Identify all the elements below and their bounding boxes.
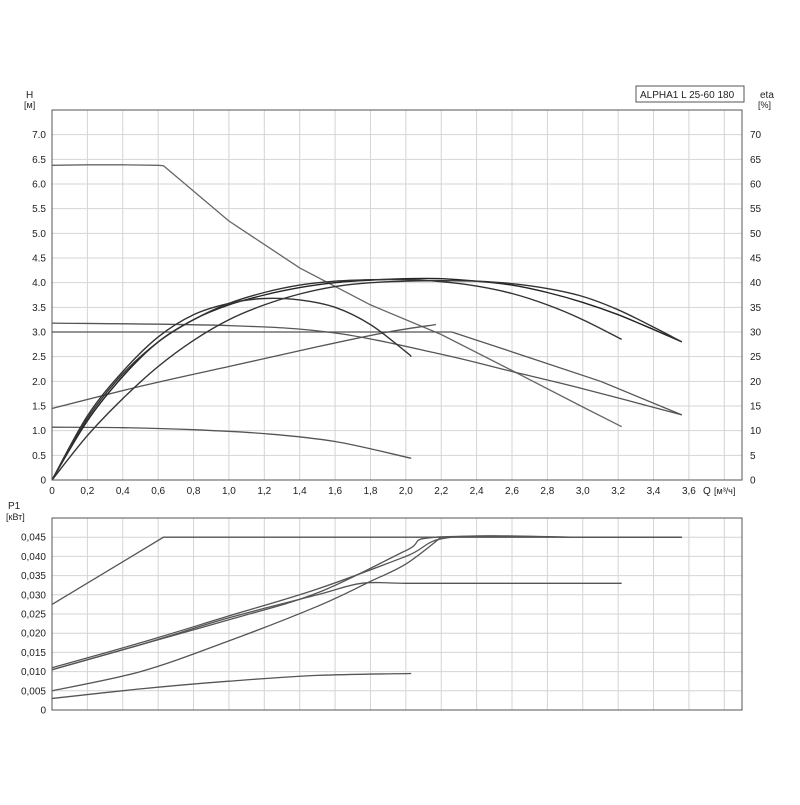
x-tick-label: 0,6: [151, 486, 165, 497]
power-tick-label: 0,045: [21, 533, 46, 544]
power-tick-label: 0,035: [21, 571, 46, 582]
x-tick-label: 0,4: [116, 486, 130, 497]
right-tick-label: 35: [750, 303, 762, 314]
y-tick-label: 5.0: [32, 229, 46, 240]
right-tick-label: 40: [750, 278, 762, 289]
top-plot-frame: [51, 109, 743, 481]
right-tick-label: 65: [750, 155, 762, 166]
right-tick-label: 10: [750, 426, 762, 437]
head-efficiency-panel: 0 0.5 1.0 1.5 2.0 2.5 3.0 3.5 4.0 4.5 5.0 5.5 6.0 6.5…: [24, 85, 774, 497]
y-tick-label: 0.5: [32, 451, 46, 462]
power-tick-label: 0: [40, 706, 46, 717]
y-tick-label: 0: [40, 476, 46, 487]
x-tick-labels: 0 0,2 0,4 0,6 0,8 1,0 1,2 1,4 1,6 1,8 2,0 2,2 2,4 2,6…: [49, 486, 696, 497]
x-tick-label: 1,6: [328, 486, 342, 497]
x-tick-label: 0,2: [80, 486, 94, 497]
x-tick-label: 3,2: [611, 486, 625, 497]
power-tick-label: 0,025: [21, 610, 46, 621]
x-axis-unit: [м³/ч]: [714, 486, 735, 496]
x-tick-label: 2,2: [434, 486, 448, 497]
x-tick-label: 1,0: [222, 486, 236, 497]
y-tick-label: 2.5: [32, 352, 46, 363]
right-tick-label: 45: [750, 254, 762, 265]
y-axis-label-left: H: [26, 90, 33, 101]
right-tick-label: 0: [750, 476, 756, 487]
y-axis-unit-right: [%]: [758, 100, 771, 110]
x-tick-label: 0,8: [187, 486, 201, 497]
top-series: [51, 164, 683, 481]
model-legend-text: ALPHA1 L 25-60 180: [640, 90, 735, 101]
power-tick-label: 0,005: [21, 686, 46, 697]
y-tick-label: 5.5: [32, 204, 46, 215]
head-curve-4: [51, 426, 412, 459]
x-tick-label: 2,6: [505, 486, 519, 497]
right-tick-label: 20: [750, 377, 762, 388]
bottom-grid: [52, 518, 742, 710]
power-tick-label: 0,040: [21, 552, 46, 563]
x-tick-label: 2,0: [399, 486, 413, 497]
y-axis-label-right: eta: [760, 90, 774, 101]
power-tick-label: 0,015: [21, 648, 46, 659]
y-tick-label: 2.0: [32, 377, 46, 388]
x-tick-label: 0: [49, 486, 55, 497]
head-curve-3: [51, 323, 436, 410]
efficiency-curve-7: [51, 297, 412, 481]
y-tick-label: 3.0: [32, 328, 46, 339]
bottom-y-tick-labels: 0 0,005 0,010 0,015 0,020 0,025 0,030 0,035 0,04…: [21, 533, 46, 717]
power-curve-5: [51, 672, 412, 700]
power-axis-unit: [кВт]: [6, 512, 25, 522]
y-tick-label: 1.5: [32, 402, 46, 413]
right-tick-label: 50: [750, 229, 762, 240]
head-curve-2: [51, 322, 682, 416]
power-curve-3: [51, 581, 622, 671]
right-tick-label: 60: [750, 180, 762, 191]
x-tick-label: 1,2: [257, 486, 271, 497]
bottom-series: [51, 535, 682, 700]
x-tick-label: 3,6: [682, 486, 696, 497]
power-axis-label: P1: [8, 501, 21, 512]
y-tick-label: 6.0: [32, 180, 46, 191]
y-tick-label: 1.0: [32, 426, 46, 437]
x-tick-label: 3,4: [647, 486, 661, 497]
right-tick-label: 55: [750, 204, 762, 215]
x-tick-label: 1,4: [293, 486, 307, 497]
top-right-tick-labels: 0 5 10 15 20 25 30 35 40 45 50 55 60 65 70: [750, 130, 762, 486]
right-tick-label: 70: [750, 130, 762, 141]
y-tick-label: 6.5: [32, 155, 46, 166]
power-tick-label: 0,010: [21, 667, 46, 678]
y-tick-label: 4.5: [32, 254, 46, 265]
power-curve-1: [51, 535, 682, 669]
bottom-plot-frame: [51, 517, 743, 711]
head-curve-1: [52, 331, 683, 416]
top-y-tick-labels: 0 0.5 1.0 1.5 2.0 2.5 3.0 3.5 4.0 4.5 5.0 5.5 6.0 6.5…: [32, 130, 46, 486]
y-tick-label: 7.0: [32, 130, 46, 141]
power-curve-4: [51, 536, 442, 692]
power-tick-label: 0,030: [21, 590, 46, 601]
efficiency-curve-5: [51, 277, 683, 481]
right-tick-label: 30: [750, 328, 762, 339]
model-legend-box: [635, 85, 745, 103]
power-tick-label: 0,020: [21, 629, 46, 640]
x-tick-label: 2,4: [470, 486, 484, 497]
right-tick-label: 25: [750, 352, 762, 363]
head-curve-0: [51, 164, 622, 428]
x-axis-label: Q: [703, 486, 711, 497]
x-tick-label: 1,8: [364, 486, 378, 497]
right-tick-label: 5: [750, 451, 756, 462]
y-tick-label: 3.5: [32, 303, 46, 314]
y-axis-unit-left: [м]: [24, 100, 35, 110]
power-panel: 0 0,005 0,010 0,015 0,020 0,025 0,030 0,035 0,04…: [6, 501, 743, 717]
efficiency-curve-8: [51, 279, 683, 481]
y-tick-label: 4.0: [32, 278, 46, 289]
efficiency-curve-6: [51, 278, 623, 481]
right-tick-label: 15: [750, 402, 762, 413]
x-tick-label: 3,0: [576, 486, 590, 497]
x-tick-label: 2,8: [540, 486, 554, 497]
